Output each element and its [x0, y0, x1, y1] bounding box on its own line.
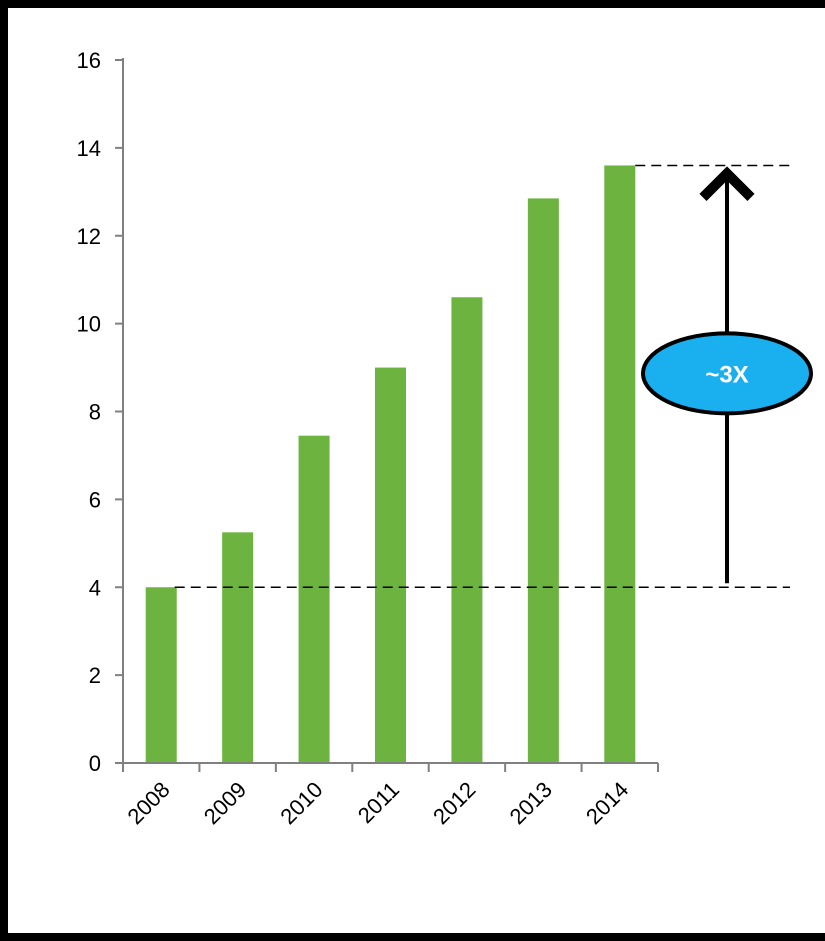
y-tick-label: 2 — [89, 663, 101, 688]
bar-2008 — [145, 587, 177, 763]
y-axis-ticks: 0 2 4 6 8 10 12 14 16 — [77, 48, 123, 776]
y-tick-label: 16 — [77, 48, 101, 73]
bar-2010 — [298, 435, 330, 763]
x-tick-label: 2011 — [353, 777, 404, 828]
x-tick-label: 2012 — [428, 777, 480, 829]
y-tick-label: 12 — [77, 224, 101, 249]
x-tick-label: 2009 — [199, 777, 251, 829]
bar-2011 — [375, 367, 406, 763]
callout-ellipse — [641, 331, 813, 416]
x-tick-label: 2014 — [581, 777, 633, 829]
y-tick-label: 8 — [89, 400, 101, 425]
bar-2012 — [451, 297, 483, 763]
bar-2013 — [527, 198, 559, 763]
growth-annotation: ~3X — [641, 166, 813, 584]
x-tick-label: 2013 — [505, 777, 557, 829]
x-tick-label: 2010 — [275, 777, 327, 829]
y-tick-label: 0 — [89, 751, 101, 776]
y-tick-label: 10 — [77, 312, 101, 337]
y-tick-label: 6 — [89, 487, 101, 512]
x-axis-ticks: 2008 2009 2010 2011 2012 2013 2014 — [122, 763, 659, 829]
reference-lines — [174, 164, 790, 588]
bar-2009 — [222, 532, 254, 763]
callout-label: ~3X — [705, 361, 748, 388]
x-tick-label: 2008 — [122, 777, 174, 829]
bar-2014 — [604, 165, 636, 763]
y-tick-label: 14 — [77, 136, 101, 161]
y-tick-label: 4 — [89, 575, 101, 600]
bars-group — [145, 165, 636, 763]
